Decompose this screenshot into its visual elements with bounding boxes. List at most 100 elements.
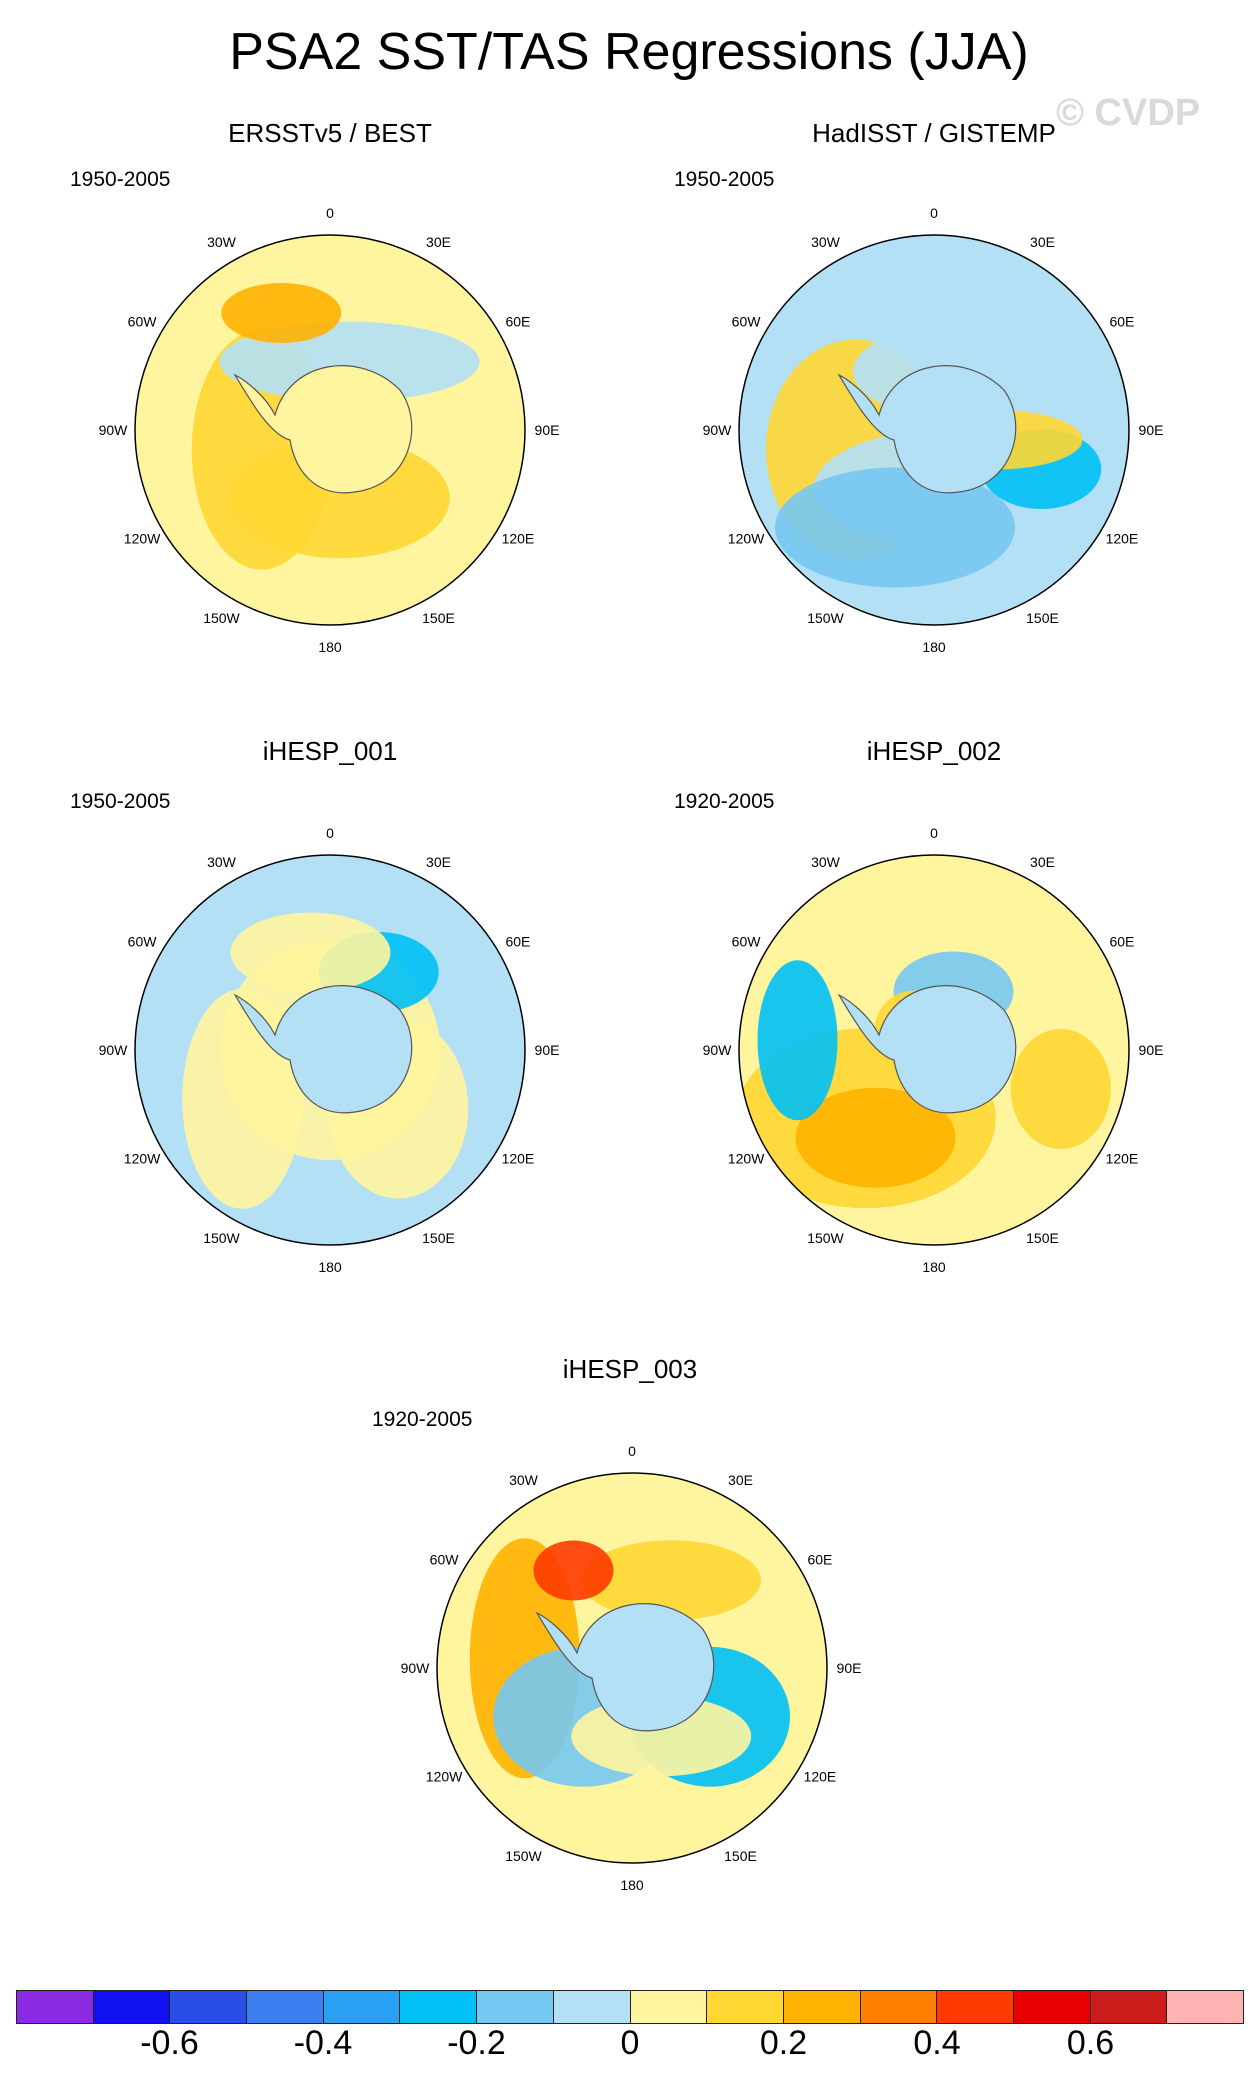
- longitude-label: 120E: [804, 1769, 837, 1785]
- field-layer: [739, 855, 1129, 1245]
- longitude-label: 120E: [1106, 531, 1139, 547]
- panel-title-2: HadISST / GISTEMP: [812, 118, 1056, 148]
- colorbar-box: [1090, 1991, 1168, 2023]
- page-title: PSA2 SST/TAS Regressions (JJA): [229, 23, 1029, 81]
- colorbar-box: [93, 1991, 171, 2023]
- antarctica-land: [837, 985, 1017, 1114]
- longitude-label: 60W: [128, 314, 158, 330]
- field-layer: [135, 235, 525, 625]
- longitude-label: 30E: [426, 854, 451, 870]
- longitude-label: 0: [326, 825, 334, 841]
- longitude-label: 30E: [1030, 854, 1055, 870]
- colorbar-box: [1013, 1991, 1091, 2023]
- longitude-label: 60E: [505, 314, 530, 330]
- period-label-3: 1950-2005: [70, 790, 171, 813]
- longitude-label: 30E: [426, 234, 451, 250]
- colorbar: [16, 1990, 1244, 2024]
- longitude-label: 60W: [430, 1552, 460, 1568]
- map-boundary: [738, 234, 1130, 626]
- polar-map-2: 0 30E 60E 90E 120E 150E 180 150W 120W 90W 60W 30W: [703, 205, 1164, 655]
- longitude-label: 0: [628, 1443, 636, 1459]
- longitude-label: 90E: [535, 1042, 560, 1058]
- longitude-label: 150E: [422, 610, 455, 626]
- longitude-label: 90W: [703, 1042, 733, 1058]
- field-layer: [739, 235, 1129, 625]
- map-boundary: [738, 854, 1130, 1246]
- colorbar-box: [400, 1991, 478, 2023]
- longitude-label: 120W: [728, 531, 765, 547]
- longitude-label: 90E: [1139, 422, 1164, 438]
- colorbar-box: [553, 1991, 631, 2023]
- colorbar-box: [1167, 1991, 1243, 2023]
- antarctica-land: [233, 365, 413, 494]
- antarctica-land: [535, 1603, 715, 1732]
- colorbar-box: [860, 1991, 938, 2023]
- period-label-2: 1950-2005: [674, 168, 775, 191]
- longitude-label: 180: [922, 1259, 946, 1275]
- longitude-label: 60E: [807, 1552, 832, 1568]
- longitude-label: 180: [318, 639, 342, 655]
- panel-title-5: iHESP_003: [562, 1354, 698, 1384]
- field-anomaly-region: [230, 912, 391, 993]
- colorbar-box: [323, 1991, 401, 2023]
- longitude-label: 90E: [535, 422, 560, 438]
- longitude-label: 90W: [99, 1042, 129, 1058]
- longitude-label: 0: [930, 205, 938, 221]
- longitude-label: 90W: [401, 1660, 431, 1676]
- colorbar-tick-label: 0.4: [913, 2024, 961, 2062]
- colorbar-tick-label: -0.2: [447, 2024, 506, 2062]
- longitude-label: 30E: [1030, 234, 1055, 250]
- polar-map-3: 0 30E 60E 90E 120E 150E 180 150W 120W 90W 60W 30W: [99, 825, 560, 1275]
- colorbar-tick-label: 0: [620, 2024, 640, 2062]
- longitude-label: 30W: [207, 854, 237, 870]
- longitude-label: 30E: [728, 1472, 753, 1488]
- colorbar-box: [630, 1991, 708, 2023]
- longitude-label: 180: [620, 1877, 644, 1893]
- colorbar-box: [477, 1991, 554, 2023]
- polar-map-1: 0 30E 60E 90E 120E 150E 180 150W 120W 90W 60W 30W: [99, 205, 560, 655]
- colorbar-box: [783, 1991, 861, 2023]
- longitude-label: 60W: [732, 934, 762, 950]
- period-label-4: 1920-2005: [674, 790, 775, 813]
- polar-map-5: 0 30E 60E 90E 120E 150E 180 150W 120W 90W 60W 30W: [401, 1443, 862, 1893]
- colorbar-box: [247, 1991, 324, 2023]
- longitude-label: 120E: [1106, 1151, 1139, 1167]
- longitude-label: 120W: [728, 1151, 765, 1167]
- antarctica-land: [233, 985, 413, 1114]
- longitude-label: 60W: [732, 314, 762, 330]
- longitude-label: 30W: [811, 234, 841, 250]
- colorbar-box: [170, 1991, 248, 2023]
- longitude-label: 150W: [505, 1848, 542, 1864]
- antarctica-land: [837, 365, 1017, 494]
- longitude-label: 150W: [203, 1230, 240, 1246]
- map-boundary: [134, 854, 526, 1246]
- longitude-label: 120W: [426, 1769, 463, 1785]
- panel-title-4: iHESP_002: [866, 736, 1002, 766]
- polar-map-4: 0 30E 60E 90E 120E 150E 180 150W 120W 90W 60W 30W: [703, 825, 1164, 1275]
- watermark: © CVDP: [1056, 92, 1201, 134]
- field-anomaly-region: [221, 283, 342, 343]
- longitude-label: 60E: [505, 934, 530, 950]
- longitude-label: 90W: [99, 422, 129, 438]
- longitude-label: 60W: [128, 934, 158, 950]
- colorbar-tick-label: 0.2: [759, 2024, 808, 2062]
- longitude-label: 90E: [1139, 1042, 1164, 1058]
- colorbar-tick-label: -0.6: [140, 2024, 199, 2062]
- longitude-label: 180: [922, 639, 946, 655]
- colorbar-box: [937, 1991, 1014, 2023]
- longitude-label: 120E: [502, 1151, 535, 1167]
- longitude-label: 0: [930, 825, 938, 841]
- colorbar-box: [17, 1991, 94, 2023]
- colorbar-tick-label: 0.6: [1066, 2024, 1115, 2062]
- longitude-label: 150E: [422, 1230, 455, 1246]
- field-anomaly-region: [533, 1540, 614, 1601]
- longitude-label: 60E: [1109, 934, 1134, 950]
- field-anomaly-region: [1010, 1029, 1111, 1149]
- longitude-label: 30W: [207, 234, 237, 250]
- longitude-label: 120W: [124, 531, 161, 547]
- longitude-label: 150W: [203, 610, 240, 626]
- longitude-label: 90E: [837, 1660, 862, 1676]
- field-layer: [135, 855, 525, 1245]
- longitude-label: 120W: [124, 1151, 161, 1167]
- longitude-label: 0: [326, 205, 334, 221]
